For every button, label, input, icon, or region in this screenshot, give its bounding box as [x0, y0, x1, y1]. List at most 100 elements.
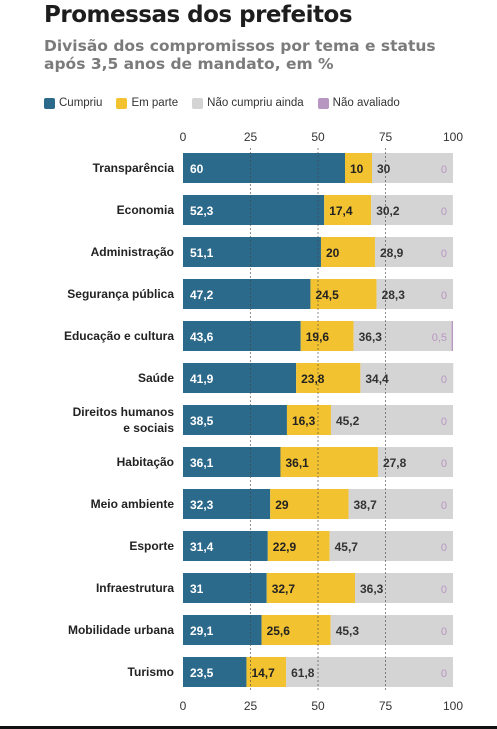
- x-tick-label-top: 100: [443, 130, 463, 144]
- bar-segment: [329, 531, 453, 561]
- data-label: 25,6: [267, 624, 291, 638]
- data-label: 34,4: [365, 372, 389, 386]
- bar-segment: [345, 153, 372, 183]
- bar-segment: [320, 237, 375, 267]
- data-label: 0: [441, 206, 447, 218]
- data-label: 27,8: [383, 456, 407, 470]
- x-tick-label-bottom: 100: [443, 699, 463, 713]
- data-label: 0: [441, 500, 447, 512]
- data-label: 30,2: [376, 204, 400, 218]
- data-label: 0: [441, 374, 447, 386]
- bar-segment: [267, 531, 330, 561]
- category-label: Educação e cultura: [64, 329, 174, 343]
- bar-segment: [330, 615, 453, 645]
- data-label: 52,3: [190, 204, 214, 218]
- data-label: 60: [190, 162, 204, 176]
- data-label: 43,6: [190, 330, 214, 344]
- category-label: Esporte: [129, 539, 174, 553]
- data-label: 19,6: [306, 330, 330, 344]
- category-label: Segurança pública: [67, 287, 174, 301]
- data-label: 0,5: [432, 332, 447, 344]
- legend-swatch: [317, 97, 329, 109]
- bar-segment: [376, 279, 453, 309]
- legend-label: Não avaliado: [332, 97, 400, 109]
- data-label: 45,7: [335, 540, 359, 554]
- bar-segment: [183, 363, 297, 393]
- x-tick-label-top: 0: [180, 130, 187, 144]
- data-label: 28,3: [382, 288, 406, 302]
- data-label: 29: [275, 498, 289, 512]
- category-label: Saúde: [138, 371, 174, 385]
- bar-segment: [183, 657, 247, 687]
- bar-segment: [183, 447, 281, 477]
- data-label: 0: [441, 164, 447, 176]
- data-label: 61,8: [291, 666, 315, 680]
- data-label: 47,2: [190, 288, 214, 302]
- data-label: 0: [441, 458, 447, 470]
- bar-segment: [246, 657, 287, 687]
- x-tick-label-top: 25: [244, 130, 258, 144]
- legend-item: Não avaliado: [317, 97, 400, 109]
- x-tick-label-top: 50: [311, 130, 325, 144]
- x-tick-label-bottom: 75: [379, 699, 393, 713]
- bar-segment: [374, 237, 453, 267]
- legend-item: Cumpriu: [44, 97, 102, 109]
- bar-segment: [270, 489, 349, 519]
- bar-segment: [183, 321, 301, 351]
- data-label: 23,5: [190, 666, 214, 680]
- category-label: Mobilidade urbana: [68, 623, 174, 637]
- data-label: 31: [190, 582, 204, 596]
- bar-segment: [330, 405, 453, 435]
- legend-item: Em parte: [116, 97, 178, 109]
- chart-subtitle: Divisão dos compromissos por tema e stat…: [44, 37, 436, 73]
- data-label: 16,3: [292, 414, 316, 428]
- bar-segment: [261, 615, 331, 645]
- bar-segment: [286, 405, 331, 435]
- legend-swatch: [44, 97, 55, 109]
- bar-segment: [324, 195, 372, 225]
- legend: Cumpriu Em parte Não cumpriu ainda Não aval…: [44, 97, 400, 109]
- category-label: Habitação: [117, 455, 174, 469]
- x-tick-label-bottom: 50: [311, 699, 325, 713]
- data-label: 23,8: [301, 372, 325, 386]
- legend-label: Em parte: [131, 97, 179, 109]
- bar-segment: [360, 363, 454, 393]
- bar-segment: [451, 321, 453, 351]
- bar-segment: [286, 657, 453, 687]
- data-label: 0: [441, 290, 447, 302]
- data-label: 31,4: [190, 540, 214, 554]
- category-label: Administração: [91, 245, 174, 259]
- data-label: 0: [441, 248, 447, 260]
- bar-segment: [296, 363, 361, 393]
- data-label: 45,3: [336, 624, 360, 638]
- bar-segment: [310, 279, 377, 309]
- data-label: 10: [350, 162, 364, 176]
- data-label: 0: [441, 584, 447, 596]
- bar-segment: [183, 489, 271, 519]
- bar-segment: [183, 153, 345, 183]
- data-label: 36,3: [359, 330, 383, 344]
- category-label: e sociais: [123, 421, 174, 435]
- data-label: 36,1: [190, 456, 214, 470]
- category-label: Turismo: [128, 665, 174, 679]
- data-label: 30: [377, 162, 391, 176]
- bar-segment: [354, 573, 453, 603]
- legend-label: Não cumpriu ainda: [207, 97, 304, 109]
- bar-segment: [183, 531, 268, 561]
- data-label: 0: [441, 416, 447, 428]
- bar-segment: [183, 573, 267, 603]
- category-label: Infraestrutura: [96, 581, 174, 595]
- legend-label: Cumpriu: [59, 97, 103, 109]
- data-label: 24,5: [315, 288, 339, 302]
- data-label: 41,9: [190, 372, 214, 386]
- data-label: 17,4: [329, 204, 353, 218]
- legend-swatch: [116, 97, 128, 109]
- bar-segment: [353, 321, 452, 351]
- data-label: 14,7: [251, 666, 275, 680]
- data-label: 0: [441, 668, 447, 680]
- data-label: 38,7: [354, 498, 378, 512]
- data-label: 32,7: [272, 582, 296, 596]
- data-label: 36,3: [360, 582, 384, 596]
- bar-segment: [183, 195, 325, 225]
